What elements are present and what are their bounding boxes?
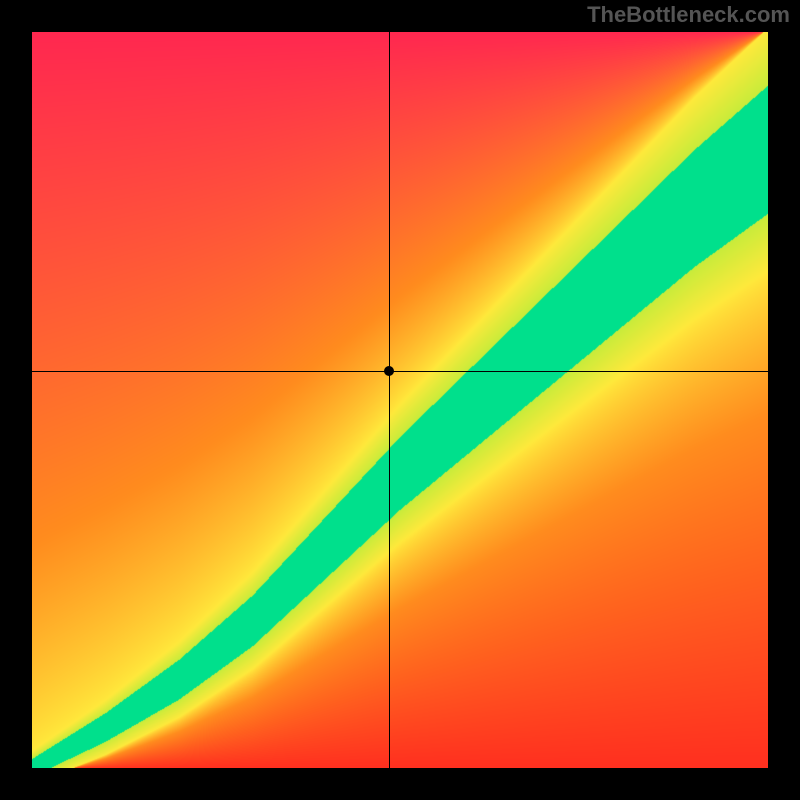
heatmap-canvas (32, 32, 768, 768)
crosshair-vertical (389, 32, 390, 768)
watermark-text: TheBottleneck.com (587, 2, 790, 28)
crosshair-horizontal (32, 371, 768, 372)
crosshair-marker (384, 366, 394, 376)
plot-area (32, 32, 768, 768)
chart-container: TheBottleneck.com (0, 0, 800, 800)
